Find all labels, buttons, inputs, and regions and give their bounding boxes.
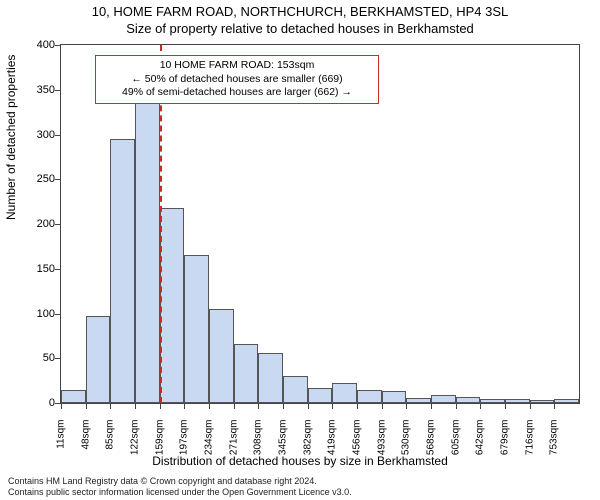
histogram-bar xyxy=(406,398,431,403)
y-tick-label: 400 xyxy=(21,39,55,51)
x-tick xyxy=(258,403,259,409)
y-tick xyxy=(55,90,61,91)
x-tick xyxy=(135,403,136,409)
histogram-bar xyxy=(283,376,308,403)
x-tick xyxy=(61,403,62,409)
x-tick xyxy=(406,403,407,409)
x-tick xyxy=(332,403,333,409)
histogram-bar xyxy=(332,383,357,403)
title-block: 10, HOME FARM ROAD, NORTHCHURCH, BERKHAM… xyxy=(0,4,600,36)
y-tick-label: 350 xyxy=(21,84,55,96)
histogram-bar xyxy=(357,390,382,403)
y-tick-label: 250 xyxy=(21,173,55,185)
annotation-line-3: 49% of semi-detached houses are larger (… xyxy=(102,86,372,100)
histogram-bar xyxy=(530,400,555,403)
y-tick-label: 200 xyxy=(21,218,55,230)
histogram-bar xyxy=(382,391,407,403)
x-tick xyxy=(357,403,358,409)
footer-line-1: Contains HM Land Registry data © Crown c… xyxy=(8,476,352,487)
x-tick xyxy=(554,403,555,409)
histogram-bar xyxy=(505,399,530,403)
footer: Contains HM Land Registry data © Crown c… xyxy=(8,476,352,499)
y-tick xyxy=(55,358,61,359)
title-line-2: Size of property relative to detached ho… xyxy=(0,21,600,36)
x-tick xyxy=(382,403,383,409)
histogram-bar xyxy=(480,399,505,403)
y-tick-label: 300 xyxy=(21,129,55,141)
y-tick-label: 0 xyxy=(21,397,55,409)
x-tick xyxy=(283,403,284,409)
x-tick xyxy=(86,403,87,409)
histogram-bar xyxy=(209,309,234,403)
footer-line-2: Contains public sector information licen… xyxy=(8,487,352,498)
histogram-bar xyxy=(554,399,579,403)
y-tick-label: 150 xyxy=(21,263,55,275)
histogram-bar xyxy=(61,390,86,403)
x-tick xyxy=(209,403,210,409)
histogram-bar xyxy=(184,255,209,403)
histogram-bar xyxy=(431,395,456,403)
x-tick xyxy=(456,403,457,409)
x-tick xyxy=(308,403,309,409)
histogram-bar xyxy=(234,344,259,403)
y-tick-label: 100 xyxy=(21,308,55,320)
x-tick xyxy=(160,403,161,409)
y-tick xyxy=(55,269,61,270)
histogram-bar xyxy=(135,92,160,403)
title-line-1: 10, HOME FARM ROAD, NORTHCHURCH, BERKHAM… xyxy=(0,4,600,19)
x-tick xyxy=(480,403,481,409)
annotation-box: 10 HOME FARM ROAD: 153sqm ← 50% of detac… xyxy=(95,55,379,104)
histogram-bar xyxy=(258,353,283,403)
histogram-bar xyxy=(456,397,481,403)
histogram-bar xyxy=(160,208,185,403)
y-tick xyxy=(55,224,61,225)
annotation-line-1: 10 HOME FARM ROAD: 153sqm xyxy=(102,59,372,73)
x-tick xyxy=(505,403,506,409)
histogram-bar xyxy=(308,388,333,403)
x-tick xyxy=(530,403,531,409)
y-tick xyxy=(55,179,61,180)
histogram-bar xyxy=(110,139,135,403)
annotation-line-2: ← 50% of detached houses are smaller (66… xyxy=(102,73,372,87)
y-tick xyxy=(55,45,61,46)
x-tick xyxy=(431,403,432,409)
x-tick xyxy=(234,403,235,409)
histogram-bar xyxy=(86,316,111,403)
x-tick xyxy=(110,403,111,409)
y-axis-label: Number of detached properties xyxy=(4,55,18,220)
chart-container: 10, HOME FARM ROAD, NORTHCHURCH, BERKHAM… xyxy=(0,0,600,500)
x-tick xyxy=(184,403,185,409)
x-axis-label: Distribution of detached houses by size … xyxy=(0,454,600,468)
y-tick xyxy=(55,314,61,315)
y-tick-label: 50 xyxy=(21,352,55,364)
y-tick xyxy=(55,135,61,136)
